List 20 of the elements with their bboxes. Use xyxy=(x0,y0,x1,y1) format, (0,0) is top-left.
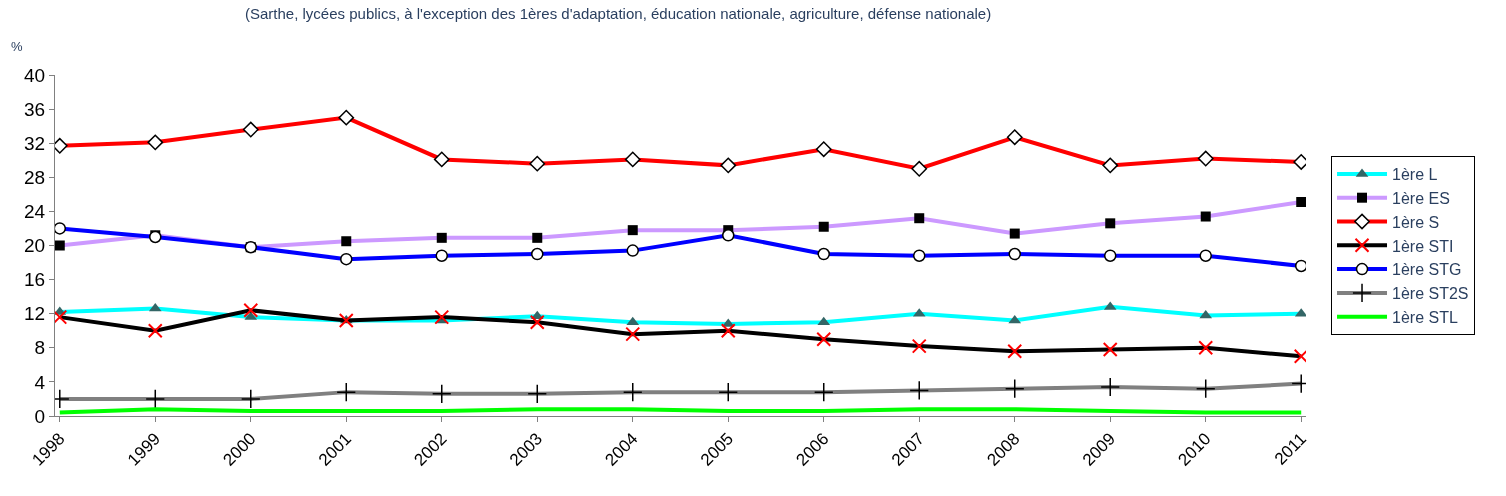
chart-subtitle: (Sarthe, lycées publics, à l'exception des 1ères d'adaptation, éducation nationale, agriculture, défense nationale) xyxy=(245,5,992,22)
y-tick-label: 40 xyxy=(24,64,46,86)
y-tick-label: 36 xyxy=(24,98,46,120)
y-tick-label: 8 xyxy=(34,337,46,359)
legend-label: 1ère STL xyxy=(1392,308,1458,326)
legend-label: 1ère STI xyxy=(1392,237,1454,255)
y-tick-label: 28 xyxy=(24,166,46,188)
y-tick-label: 32 xyxy=(24,132,46,154)
y-tick-label: 4 xyxy=(34,371,46,393)
legend-label: 1ère S xyxy=(1392,213,1440,231)
legend-label: 1ère STG xyxy=(1392,261,1462,279)
legend-label: 1ère ST2S xyxy=(1392,285,1469,303)
y-axis-title: % xyxy=(11,39,23,54)
legend-label: 1ère ES xyxy=(1392,189,1450,207)
legend-label: 1ère L xyxy=(1392,166,1438,184)
y-tick-label: 0 xyxy=(34,405,46,427)
y-tick-label: 20 xyxy=(24,235,46,257)
y-tick-label: 12 xyxy=(24,303,46,325)
y-tick-label: 24 xyxy=(24,201,46,223)
y-tick-label: 16 xyxy=(24,269,46,291)
